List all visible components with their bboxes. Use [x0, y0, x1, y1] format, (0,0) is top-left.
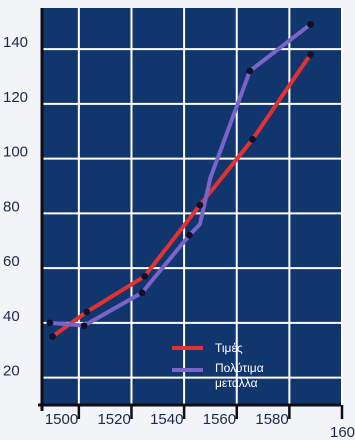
x-tick-label: 1580: [255, 411, 288, 428]
y-tick-label: 20: [3, 363, 20, 380]
grid-lines: [42, 8, 342, 405]
data-point: [138, 289, 146, 297]
data-point: [249, 136, 256, 143]
x-tick-label: 1560: [203, 411, 236, 428]
legend-label-prices: Τιμές: [215, 341, 243, 355]
data-point: [83, 308, 91, 316]
y-tick-label: 60: [3, 253, 20, 270]
y-tick-label: 120: [3, 89, 28, 106]
y-tick-label: 40: [3, 308, 20, 325]
data-markers: [46, 21, 314, 340]
x-tick-label: 1540: [150, 411, 183, 428]
data-point: [141, 272, 149, 280]
x-tick-label: 1520: [97, 411, 130, 428]
tick-labels: 1500 1520 1540 1560 1580 1600 20 40 60 80 100 120 14…: [3, 34, 355, 440]
x-tick-label: 1600: [330, 424, 355, 440]
data-point: [246, 67, 254, 75]
data-point: [307, 21, 314, 28]
data-point: [196, 201, 204, 209]
y-tick-label: 80: [3, 198, 20, 215]
legend-label-metals: Πολύτιμα: [215, 361, 264, 375]
y-tick-label: 140: [3, 34, 28, 51]
series-lines: [47, 22, 313, 339]
series-line-1: [47, 22, 313, 328]
data-point: [307, 51, 314, 58]
axes: [38, 8, 344, 419]
plot-background: [42, 8, 342, 405]
data-point: [185, 231, 193, 239]
data-point: [80, 322, 88, 329]
x-tick-label: 1500: [45, 411, 78, 428]
series-line-0: [50, 52, 313, 339]
data-point: [46, 319, 54, 327]
legend: Τιμές Πολύτιμα μεταλλα: [172, 341, 264, 390]
data-point: [49, 333, 56, 340]
legend-label-metals-line2: μεταλλα: [215, 376, 258, 390]
y-tick-label: 100: [3, 144, 28, 161]
